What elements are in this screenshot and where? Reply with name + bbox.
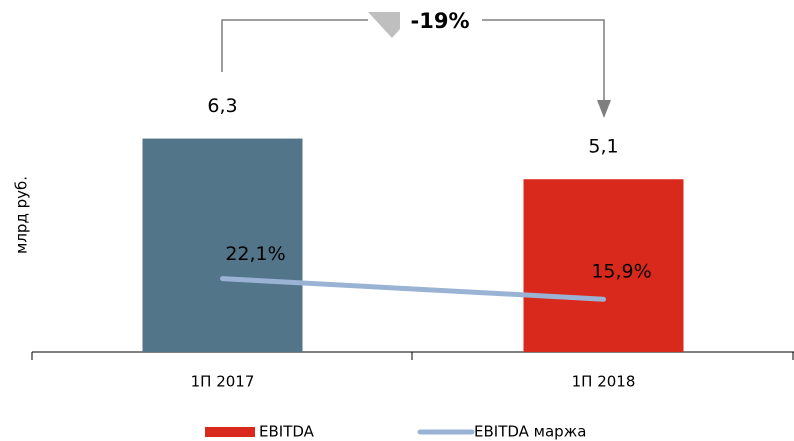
value-label: 6,3 bbox=[207, 95, 237, 117]
value-label: 5,1 bbox=[588, 136, 618, 158]
x-tick-label: 1П 2018 bbox=[572, 373, 636, 391]
legend-swatch bbox=[205, 427, 255, 437]
value-label: 15,9% bbox=[591, 261, 651, 283]
x-tick-label: 1П 2017 bbox=[191, 373, 255, 391]
legend-label: EBITDA bbox=[259, 423, 315, 441]
annotation-bg bbox=[400, 8, 482, 36]
value-label: 22,1% bbox=[225, 243, 285, 265]
arrow-head bbox=[597, 100, 611, 118]
y-axis-label: млрд руб. bbox=[13, 176, 31, 254]
bar bbox=[523, 179, 684, 352]
legend-label: EBITDA маржа bbox=[474, 423, 586, 441]
margin-line bbox=[220, 276, 606, 302]
bar bbox=[142, 138, 303, 352]
annotation: -19% bbox=[411, 9, 470, 33]
